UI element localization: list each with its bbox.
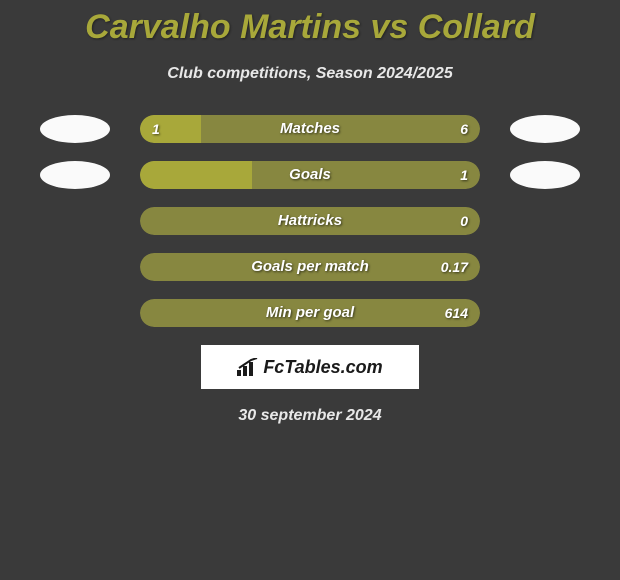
player-right-avatar	[510, 115, 580, 143]
date: 30 september 2024	[0, 407, 620, 425]
logo-text: FcTables.com	[263, 357, 382, 378]
stat-value-right: 0.17	[441, 253, 468, 281]
logo: FcTables.com	[237, 357, 382, 378]
avatar-spacer	[510, 299, 580, 327]
stat-row: Goals1	[0, 161, 620, 189]
stat-bar: Hattricks0	[140, 207, 480, 235]
stat-label: Goals per match	[140, 253, 480, 281]
stat-bar: Goals1	[140, 161, 480, 189]
stat-row: 1Matches6	[0, 115, 620, 143]
stat-label: Goals	[140, 161, 480, 189]
stat-row: Hattricks0	[0, 207, 620, 235]
avatar-spacer	[510, 207, 580, 235]
stat-value-right: 6	[460, 115, 468, 143]
avatar-spacer	[510, 253, 580, 281]
subtitle: Club competitions, Season 2024/2025	[0, 65, 620, 83]
avatar-spacer	[40, 207, 110, 235]
logo-box: FcTables.com	[201, 345, 419, 389]
stat-value-right: 1	[460, 161, 468, 189]
stat-row: Goals per match0.17	[0, 253, 620, 281]
avatar-spacer	[40, 253, 110, 281]
stat-value-right: 614	[445, 299, 468, 327]
stat-bar: 1Matches6	[140, 115, 480, 143]
player-right-avatar	[510, 161, 580, 189]
player-left-avatar	[40, 115, 110, 143]
stat-label: Min per goal	[140, 299, 480, 327]
stat-label: Matches	[140, 115, 480, 143]
stat-label: Hattricks	[140, 207, 480, 235]
stat-value-right: 0	[460, 207, 468, 235]
page-title: Carvalho Martins vs Collard	[0, 0, 620, 47]
avatar-spacer	[40, 299, 110, 327]
stat-bar: Min per goal614	[140, 299, 480, 327]
stats-container: 1Matches6Goals1Hattricks0Goals per match…	[0, 115, 620, 327]
stat-bar: Goals per match0.17	[140, 253, 480, 281]
player-left-avatar	[40, 161, 110, 189]
stat-row: Min per goal614	[0, 299, 620, 327]
chart-icon	[237, 358, 259, 376]
